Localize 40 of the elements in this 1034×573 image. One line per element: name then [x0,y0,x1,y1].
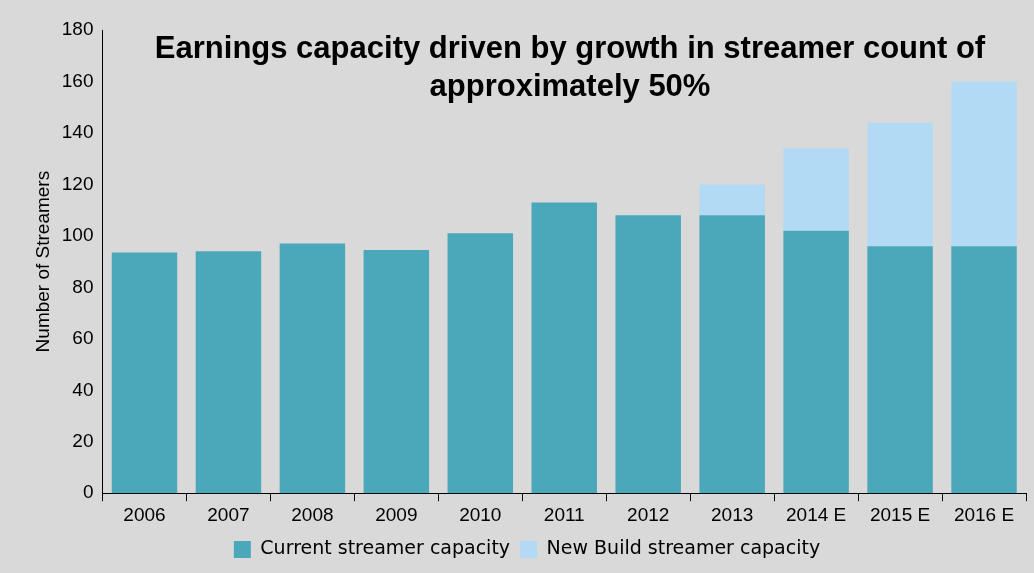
x-tick-label: 2015 E [869,503,931,525]
y-tick-label: 180 [61,18,94,40]
y-tick-label: 80 [72,275,94,297]
bar [111,252,178,494]
bar [867,246,933,494]
x-tick-label: 2009 [375,503,418,525]
legend-label: Current streamer capacity [260,536,511,559]
y-tick-label: 20 [72,429,94,451]
y-tick-label: 0 [82,481,94,503]
x-tick-label: 2008 [291,503,334,525]
bar [867,122,933,247]
text: Earnings capacity driven by growth in streamer count of approximately 50% [154,30,986,104]
y-tick-label: 40 [72,378,94,400]
x-tick-label: 2012 [627,503,670,525]
y-tick-label: 120 [61,172,94,194]
y-axis-title: Number of Streamers [31,170,53,353]
y-tick-label: 100 [61,224,94,246]
x-tick-label: 2014 E [786,503,847,525]
bar [363,250,430,494]
y-tick-label: 140 [61,121,94,143]
y-tick-label: 160 [61,69,94,91]
x-tick-label: 2010 [459,503,502,525]
bar [447,233,514,494]
bar [279,243,346,494]
y-tick-label: 60 [72,327,94,349]
bar [615,215,681,494]
bar [699,215,765,494]
x-tick-label: 2013 [711,503,754,525]
bar [951,81,1017,247]
bar [699,184,765,216]
x-tick-label: 2007 [207,503,250,525]
legend-label: New Build streamer capacity [546,536,821,559]
bar [783,148,849,231]
x-tick-label: 2011 [543,503,585,525]
bar [951,246,1017,494]
x-tick-label: 2006 [123,503,166,525]
bar [531,202,597,494]
bar [195,251,262,494]
bar [783,230,849,494]
x-tick-label: 2016 E [953,503,1015,525]
